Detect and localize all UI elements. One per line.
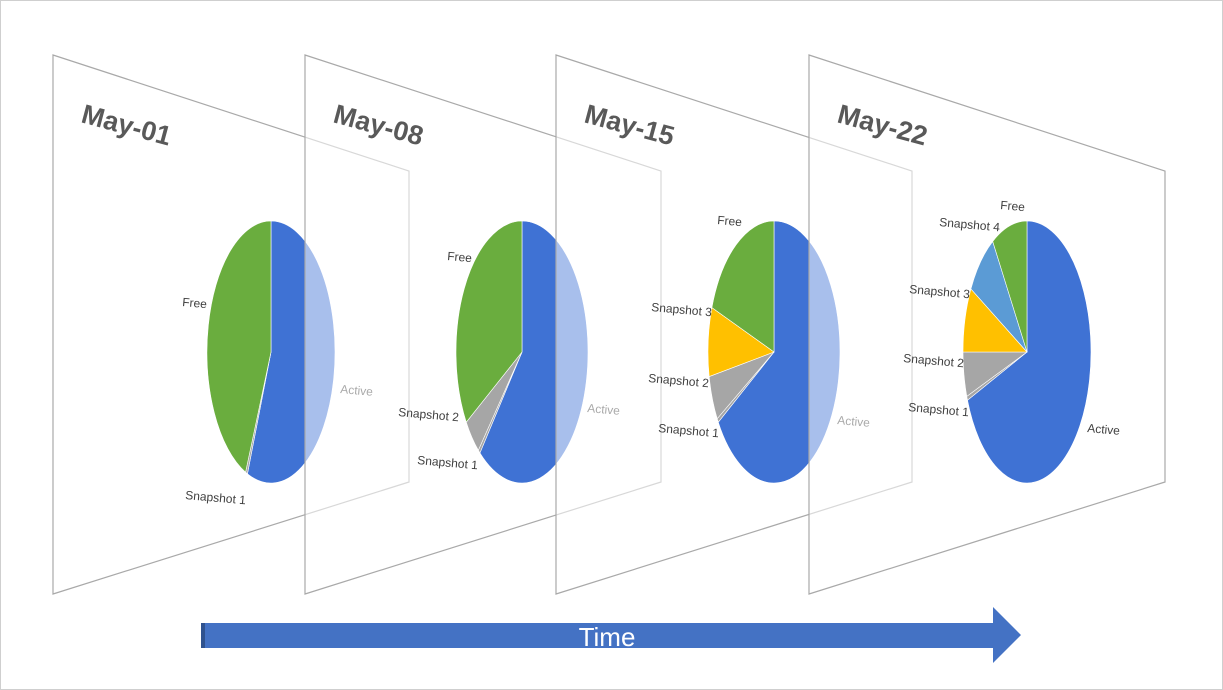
pie-chart [962,220,1092,484]
pie-slice-free [711,220,775,353]
slice-label-snapshot-2: Snapshot 2 [903,351,965,370]
slice-label-snapshot-3: Snapshot 3 [651,300,713,319]
slice-label-free: Free [1000,198,1026,214]
slice-label-snapshot-1: Snapshot 1 [185,488,247,507]
time-arrow: Time [201,607,1021,663]
slice-label-free: Free [717,213,743,229]
pie-slice-free [455,220,523,423]
time-arrow-tail [201,623,205,648]
pie-slice-free [206,220,272,473]
slice-label-snapshot-1: Snapshot 1 [908,400,970,419]
slice-label-snapshot-1: Snapshot 1 [417,453,479,472]
slice-label-active: Active [1087,421,1121,438]
time-label: Time [579,622,636,652]
slice-label-snapshot-2: Snapshot 2 [398,405,460,424]
date-planes: May-01ActiveSnapshot 1FreeMay-08ActiveSn… [52,54,1166,595]
slice-label-snapshot-3: Snapshot 3 [909,282,971,301]
pie-slice-active [967,220,1092,484]
slice-label-snapshot-4: Snapshot 4 [939,215,1001,234]
slice-label-free: Free [182,295,208,311]
time-arrow-shape [201,607,1021,663]
slice-label-snapshot-1: Snapshot 1 [658,421,720,440]
slice-label-snapshot-2: Snapshot 2 [648,371,710,390]
pie-slice-free [992,220,1028,353]
slice-label-free: Free [447,249,473,265]
